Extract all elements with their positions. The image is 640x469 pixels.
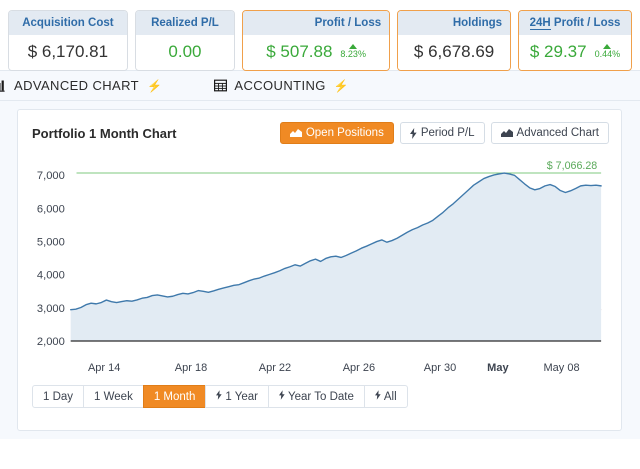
bolt-icon	[374, 390, 381, 403]
period-button-1-day[interactable]: 1 Day	[32, 385, 85, 408]
stat-value-profit-loss: $ 507.88	[266, 42, 333, 61]
stat-card-24h-profit-loss: 24H Profit / Loss $ 29.37 0.44%	[518, 10, 632, 71]
x-axis-tick-label: Apr 18	[174, 362, 208, 374]
chart-panel-header: Portfolio 1 Month Chart Open Positions	[18, 110, 621, 148]
chart-plot-area: 2,000 3,000 4,000 5,000 6,000 7,000 $ 7,066.28…	[26, 154, 605, 359]
period-selector-group: 1 Day 1 Week 1 Month 1 Year Year To Date…	[32, 385, 621, 408]
stat-change-profit-loss: 8.23%	[340, 42, 366, 59]
stat-change-24h-profit-loss: 0.44%	[594, 42, 621, 59]
period-button-1-month[interactable]: 1 Month	[142, 385, 207, 408]
period-pl-button[interactable]: Period P/L	[399, 122, 485, 144]
stat-body-realized-pl: 0.00	[135, 35, 235, 70]
triangle-up-icon	[603, 44, 612, 49]
x-axis-tick-label: May 08	[543, 362, 580, 374]
bolt-icon	[216, 390, 223, 403]
svg-text:6,000: 6,000	[37, 203, 65, 215]
chart-panel-title: Portfolio 1 Month Chart	[32, 125, 177, 141]
stat-card-profit-loss: Profit / Loss $ 507.88 8.23%	[242, 10, 391, 71]
stat-body-24h-profit-loss: $ 29.37 0.44%	[519, 35, 631, 70]
nav-tab-bar: ADVANCED CHART ⚡ ACCOUNTING ⚡	[0, 70, 640, 101]
period-button-1-week[interactable]: 1 Week	[83, 385, 144, 408]
period-label-year-to-date: Year To Date	[288, 390, 354, 403]
stat-label-24h-abbr: 24H	[529, 17, 551, 30]
portfolio-area-chart: 2,000 3,000 4,000 5,000 6,000 7,000 $ 7,066.28…	[37, 160, 602, 348]
chart-page-background: Portfolio 1 Month Chart Open Positions	[0, 101, 640, 439]
period-label-1-week: 1 Week	[94, 390, 133, 403]
open-positions-button[interactable]: Open Positions	[279, 122, 394, 144]
bolt-icon	[279, 390, 285, 403]
stat-value-24h-profit-loss: $ 29.37	[529, 42, 587, 61]
stat-body-acquisition-cost: $ 6,170.81	[9, 35, 127, 70]
advanced-chart-label: Advanced Chart	[516, 127, 599, 139]
tab-advanced-chart[interactable]: ADVANCED CHART ⚡	[0, 78, 162, 93]
x-axis-tick-label: Apr 26	[342, 362, 376, 374]
stat-label-realized-pl: Realized P/L	[135, 11, 235, 35]
tab-label-accounting: ACCOUNTING	[234, 78, 326, 93]
advanced-chart-button[interactable]: Advanced Chart	[490, 122, 609, 144]
stat-label-acquisition-cost: Acquisition Cost	[9, 11, 127, 35]
svg-text:5,000: 5,000	[37, 236, 65, 248]
stat-card-acquisition-cost: Acquisition Cost $ 6,170.81	[8, 10, 128, 71]
area-chart-icon	[289, 128, 302, 138]
stat-card-holdings: Holdings $ 6,678.69	[397, 10, 512, 71]
x-axis-tick-label: Apr 30	[423, 362, 457, 374]
stat-card-realized-pl: Realized P/L 0.00	[134, 10, 236, 71]
table-icon	[214, 79, 228, 92]
period-button-all[interactable]: All	[363, 385, 408, 408]
stat-label-holdings: Holdings	[398, 11, 511, 35]
tab-label-advanced-chart: ADVANCED CHART	[14, 78, 140, 93]
bolt-icon	[409, 127, 417, 139]
tab-accounting[interactable]: ACCOUNTING ⚡	[214, 78, 349, 93]
area-chart-icon	[500, 128, 513, 138]
period-label-1-year: 1 Year	[225, 390, 259, 403]
stat-value-holdings: $ 6,678.69	[413, 42, 495, 61]
period-pl-label: Period P/L	[420, 127, 475, 139]
x-axis-tick-label: Apr 22	[258, 362, 292, 374]
stat-body-holdings: $ 6,678.69	[398, 35, 511, 70]
period-button-year-to-date[interactable]: Year To Date	[268, 385, 365, 408]
period-label-1-month: 1 Month	[153, 390, 196, 403]
summary-cards-row: Acquisition Cost $ 6,170.81 Realized P/L…	[0, 0, 640, 71]
chart-view-button-group: Open Positions Period P/L	[279, 122, 609, 144]
x-axis-tick-label: May	[487, 362, 509, 374]
stat-label-24h-rest: Profit / Loss	[550, 17, 621, 29]
stat-body-profit-loss: $ 507.88 8.23%	[243, 35, 390, 70]
bolt-icon: ⚡	[147, 78, 163, 93]
open-positions-label: Open Positions	[305, 127, 384, 139]
svg-text:2,000: 2,000	[37, 336, 65, 348]
svg-text:3,000: 3,000	[37, 303, 65, 315]
period-button-1-year[interactable]: 1 Year	[205, 385, 270, 408]
stat-label-24h-profit-loss: 24H Profit / Loss	[519, 11, 631, 35]
stat-label-profit-loss: Profit / Loss	[243, 11, 390, 35]
bar-chart-icon	[0, 79, 7, 92]
stat-percent-24h-profit-loss: 0.44%	[594, 49, 621, 59]
period-label-all: All	[383, 390, 397, 403]
bolt-icon: ⚡	[333, 78, 350, 93]
triangle-up-icon	[349, 44, 358, 49]
stat-value-acquisition-cost: $ 6,170.81	[27, 42, 109, 61]
svg-text:7,000: 7,000	[37, 170, 65, 182]
stat-value-realized-pl: 0.00	[168, 42, 202, 61]
chart-x-axis: Apr 14 Apr 18 Apr 22 Apr 26 Apr 30 May May 08	[26, 359, 605, 381]
x-axis-tick-label: Apr 14	[87, 362, 121, 374]
stat-percent-profit-loss: 8.23%	[340, 49, 366, 59]
svg-text:4,000: 4,000	[37, 270, 65, 282]
svg-text:$ 7,066.28: $ 7,066.28	[547, 160, 597, 172]
chart-panel: Portfolio 1 Month Chart Open Positions	[17, 109, 622, 431]
period-label-1-day: 1 Day	[43, 390, 74, 403]
